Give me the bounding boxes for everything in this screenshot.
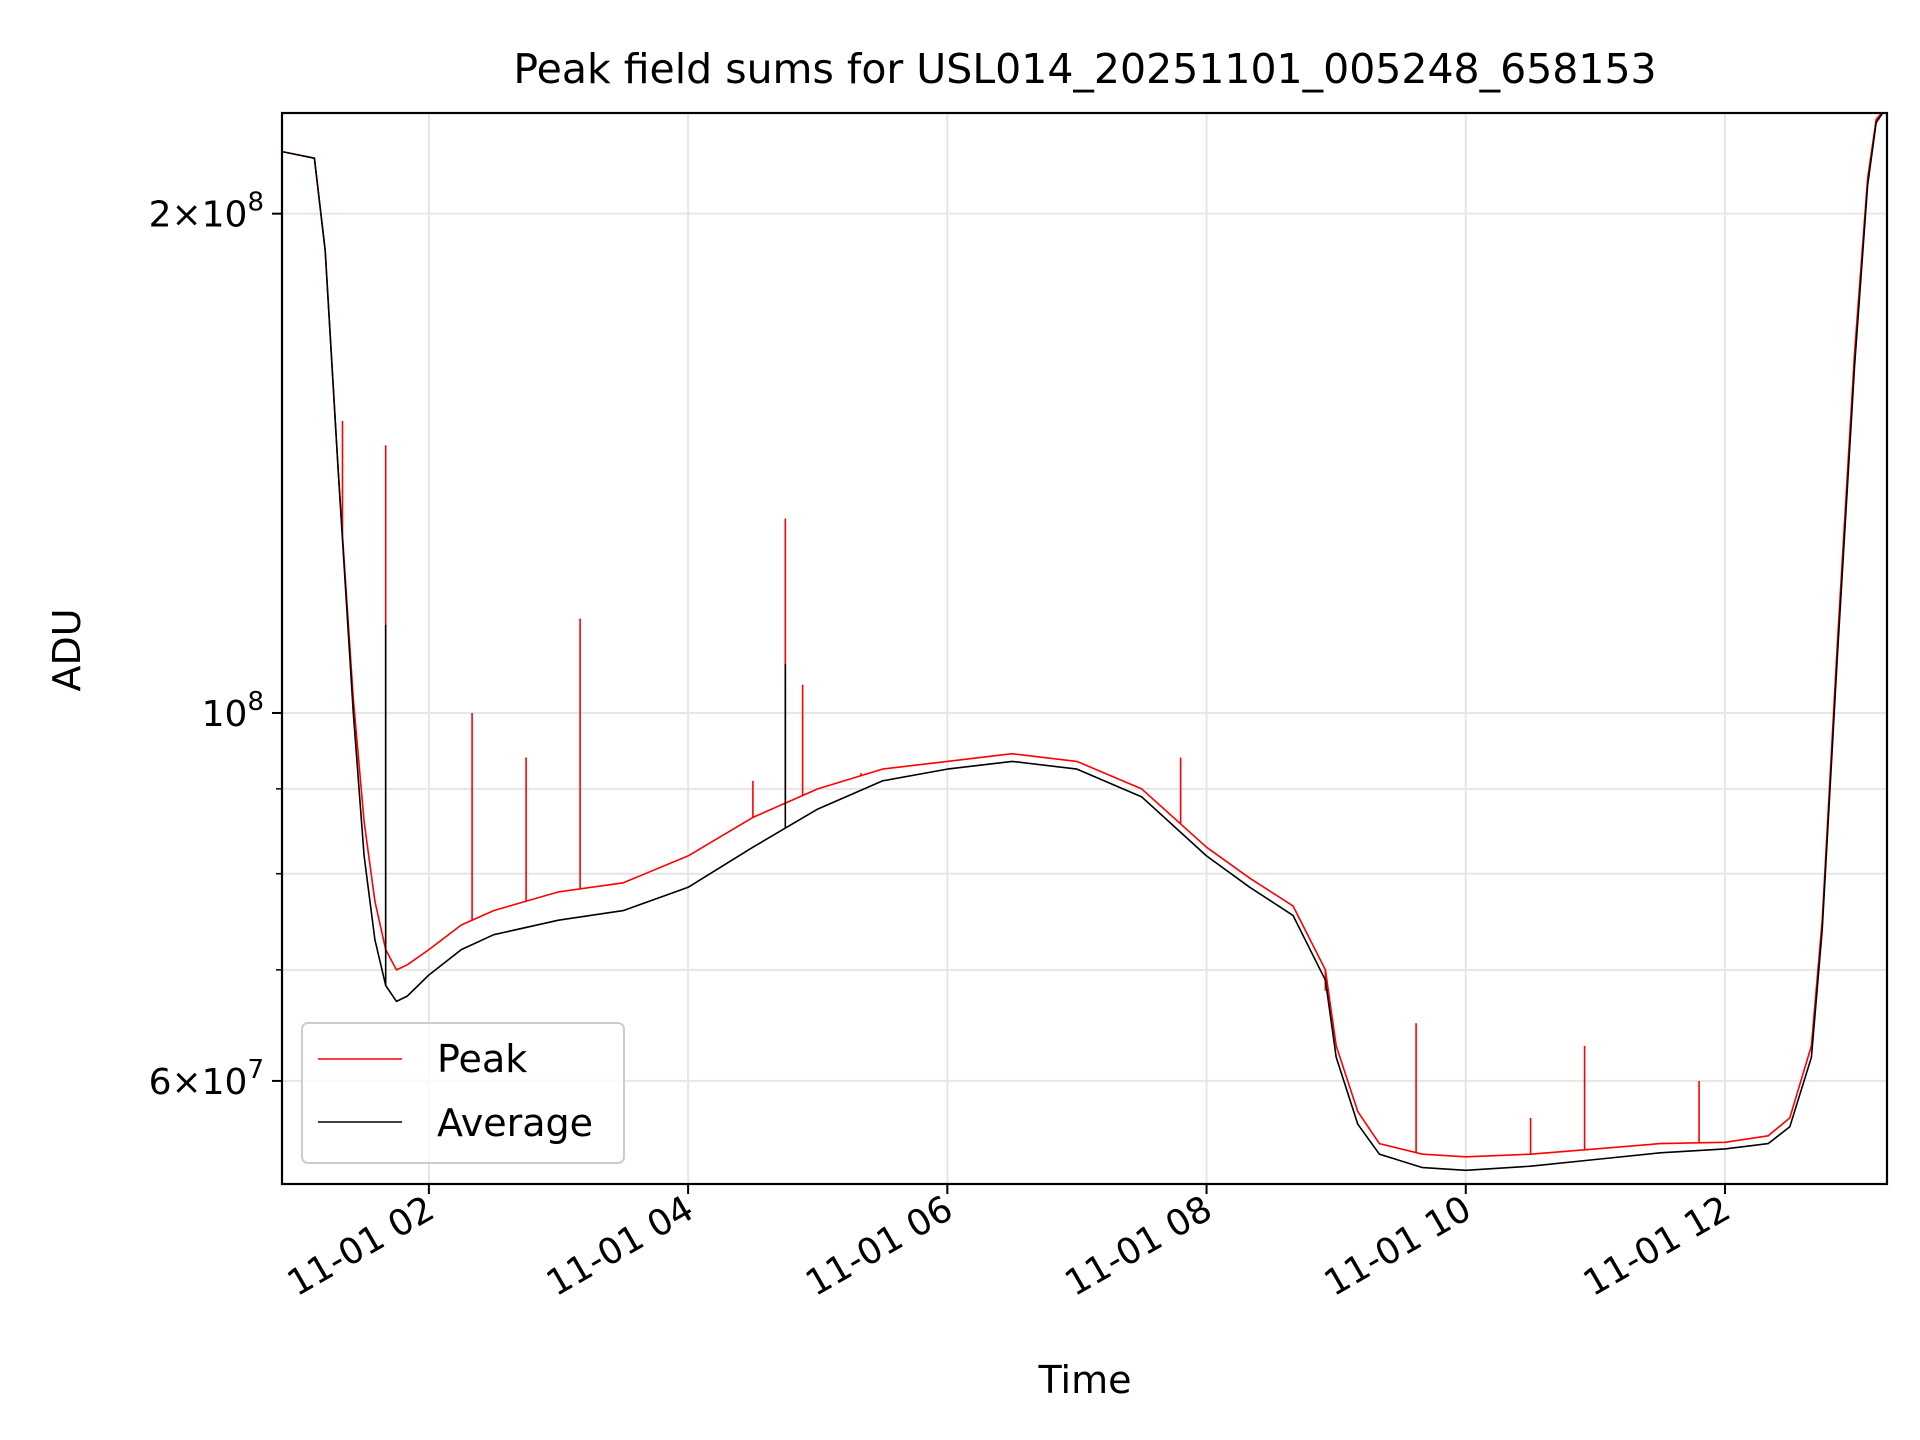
series-line-average	[282, 113, 1884, 1172]
legend: Peak Average	[301, 1022, 625, 1164]
y-axis: 6×107 108 2×108	[149, 188, 282, 1103]
chart-title: Peak field sums for USL014_20251101_0052…	[513, 45, 1656, 93]
series-group	[282, 113, 1884, 1172]
legend-text-peak: Peak	[437, 1037, 527, 1081]
y-tick-label: 6×107	[149, 1055, 264, 1103]
legend-box	[301, 1022, 625, 1164]
y-tick-label: 108	[202, 687, 264, 735]
x-axis-label: Time	[1038, 1358, 1132, 1402]
y-tick-label: 2×108	[149, 188, 264, 236]
series-line-peak	[282, 113, 1883, 1158]
y-axis-label: ADU	[45, 608, 89, 691]
plot-series	[282, 113, 1884, 1172]
plot-frame	[280, 111, 1889, 1186]
legend-text-average: Average	[437, 1101, 593, 1145]
